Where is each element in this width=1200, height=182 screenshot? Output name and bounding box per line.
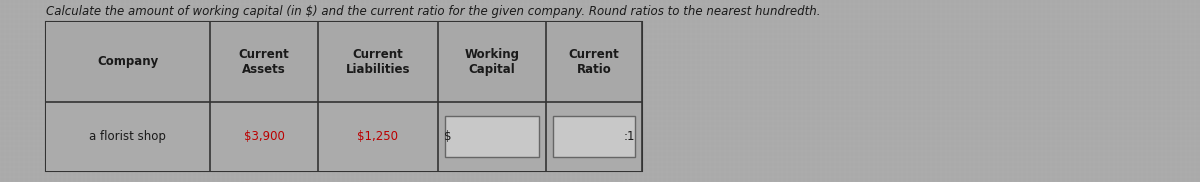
Text: Company: Company (97, 55, 158, 68)
Text: Current
Assets: Current Assets (239, 48, 289, 76)
Text: $1,250: $1,250 (358, 130, 398, 143)
Bar (445, 116, 539, 157)
Text: Current
Liabilities: Current Liabilities (346, 48, 410, 76)
Bar (46, 22, 642, 102)
Bar (46, 102, 642, 171)
Bar (553, 116, 635, 157)
Text: Current
Ratio: Current Ratio (569, 48, 619, 76)
Text: :1: :1 (623, 130, 635, 143)
Bar (46, 22, 642, 171)
Text: Calculate the amount of working capital (in $) and the current ratio for the giv: Calculate the amount of working capital … (46, 5, 820, 18)
Text: $3,900: $3,900 (244, 130, 284, 143)
Text: $: $ (444, 130, 451, 143)
Text: a florist shop: a florist shop (89, 130, 167, 143)
Text: Working
Capital: Working Capital (464, 48, 520, 76)
